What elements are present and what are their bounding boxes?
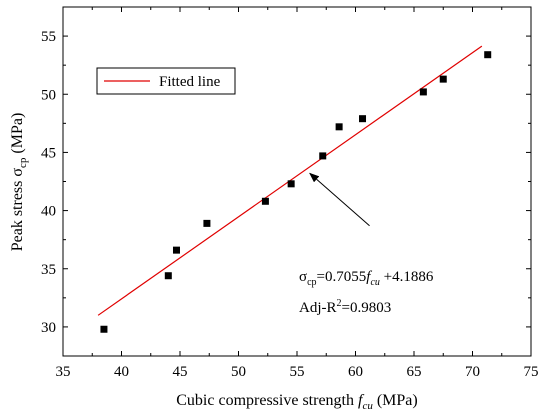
y-tick-label: 30 xyxy=(41,320,56,336)
x-axis-ticks: 35 40 45 50 55 60 65 70 75 xyxy=(56,7,539,380)
data-point xyxy=(419,88,427,96)
x-tick-label: 70 xyxy=(465,364,480,380)
r2-value: =0.9803 xyxy=(342,300,392,316)
data-point xyxy=(359,115,367,123)
equation-variable-subscript: cu xyxy=(370,277,379,288)
y-axis-title-subscript: cp xyxy=(17,157,29,168)
plot-frame xyxy=(62,6,532,357)
data-point xyxy=(172,246,180,254)
x-axis-title-variable: f xyxy=(358,392,365,409)
data-point xyxy=(261,197,269,205)
x-axis-title-main: Cubic compressive strength xyxy=(176,392,358,409)
equation-variable: f xyxy=(366,269,372,285)
equation-sigma: σ xyxy=(299,269,307,285)
x-tick-label: 40 xyxy=(114,364,129,380)
data-point xyxy=(335,123,343,131)
data-point xyxy=(100,325,108,333)
data-point xyxy=(484,51,492,59)
legend-label-fitted-line: Fitted line xyxy=(159,74,221,90)
data-point xyxy=(319,152,327,160)
y-axis-title: Peak stress σcp (MPa) xyxy=(9,113,29,252)
x-tick-label: 45 xyxy=(173,364,188,380)
x-tick-label: 60 xyxy=(348,364,363,380)
x-tick-label: 65 xyxy=(407,364,422,380)
y-tick-label: 55 xyxy=(41,29,56,45)
y-axis-title-unit: (MPa) xyxy=(9,113,26,158)
data-point xyxy=(287,180,295,188)
data-point xyxy=(439,75,447,83)
y-tick-label: 40 xyxy=(41,204,56,220)
y-axis-ticks: 30 35 40 45 50 55 xyxy=(41,29,531,336)
data-points xyxy=(100,51,492,333)
x-axis-title-subscript: cu xyxy=(362,400,373,412)
x-axis-title: Cubic compressive strength fcu (MPa) xyxy=(176,392,417,412)
x-tick-label: 75 xyxy=(524,364,539,380)
x-tick-label: 50 xyxy=(231,364,246,380)
x-axis-title-unit: (MPa) xyxy=(373,392,418,409)
y-axis-title-main: Peak stress σ xyxy=(9,168,26,252)
equation-intercept: +4.1886 xyxy=(380,269,434,285)
annotation-arrow xyxy=(309,172,370,227)
y-tick-label: 35 xyxy=(41,262,56,278)
data-point xyxy=(203,219,211,227)
x-tick-label: 35 xyxy=(56,364,71,380)
x-tick-label: 55 xyxy=(290,364,305,380)
legend: Fitted line xyxy=(96,67,236,95)
y-tick-label: 50 xyxy=(41,87,56,103)
equation-coefficient: =0.7055 xyxy=(317,269,367,285)
y-tick-label: 45 xyxy=(41,145,56,161)
annotation-equation: σcp=0.7055fcu +4.1886 xyxy=(299,269,434,288)
r2-superscript: 2 xyxy=(337,298,342,309)
data-point xyxy=(164,272,172,280)
equation-sigma-subscript: cp xyxy=(307,277,316,288)
r2-prefix: Adj-R xyxy=(299,300,337,316)
annotation-r-squared: Adj-R2=0.9803 xyxy=(299,298,391,316)
